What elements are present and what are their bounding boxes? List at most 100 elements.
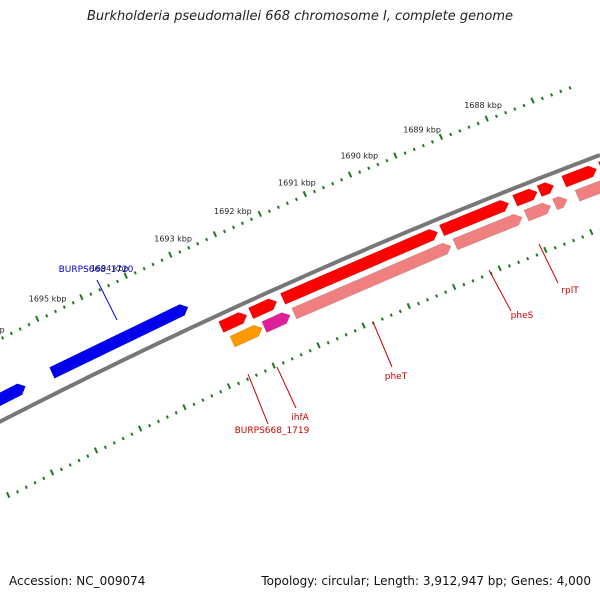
outer-scale-tick (421, 143, 425, 148)
outer-scale-tick (205, 237, 209, 242)
inner-scale-tick (130, 432, 134, 437)
inner-scale-tick (497, 265, 502, 272)
outer-scale-tick (267, 209, 271, 214)
gene-label-leader (372, 321, 393, 368)
outer-scale-tick (522, 103, 526, 108)
inner-scale-tick (93, 447, 99, 454)
inner-scale-tick (271, 362, 276, 369)
outer-scale-tick (240, 221, 245, 226)
outer-scale-tick (151, 262, 155, 267)
gene-label: BURPS668_1720 (59, 265, 134, 275)
outer-scale-tick (285, 201, 289, 206)
outer-scale-tick (18, 327, 22, 331)
inner-scale-tick (5, 491, 11, 499)
inner-scale-tick (353, 329, 357, 333)
inner-scale-tick (526, 256, 530, 261)
gene-arrow-cds-light (574, 180, 600, 202)
inner-scale-tick (219, 389, 223, 394)
outer-scale-tick (249, 217, 254, 222)
inner-scale-tick (480, 275, 484, 279)
inner-scale-tick (68, 463, 72, 467)
outer-scale-tick (71, 301, 75, 305)
gene-arrow-cds-light (452, 213, 523, 251)
gene-label: ihfA (291, 413, 309, 423)
inner-scale-tick (553, 245, 557, 250)
inner-scale-tick (148, 423, 152, 428)
scale-label: 1692 kbp (214, 207, 252, 216)
outer-scale-tick (559, 89, 563, 94)
gene-label: pheS (511, 311, 534, 321)
inner-scale-tick (581, 235, 585, 239)
outer-scale-tick (123, 272, 128, 279)
inner-scale-tick (562, 242, 566, 246)
inner-scale-tick (263, 369, 267, 373)
inner-scale-tick (451, 283, 457, 291)
inner-scale-tick (290, 357, 294, 361)
outer-scale-tick (45, 314, 49, 318)
outer-scale-tick (222, 229, 227, 234)
inner-scale-tick (281, 361, 285, 365)
inner-scale-tick (535, 253, 539, 257)
outer-scale-tick (331, 181, 335, 186)
gene-arrow-cds (561, 165, 598, 188)
gene-label-leader (247, 373, 269, 425)
scale-label: 1690 kbp (340, 152, 378, 161)
backbone-line (0, 153, 600, 424)
outer-scale-tick (449, 132, 453, 137)
outer-scale-tick (98, 288, 102, 292)
scale-label: 1696 kbp (0, 325, 5, 334)
gene-arrow-cds-light (523, 202, 552, 222)
gene-arrow-cds (512, 188, 538, 207)
outer-scale-tick (257, 210, 262, 217)
gene-label-leader (538, 243, 559, 284)
map-title: Burkholderia pseudomallei 668 chromosome… (86, 9, 514, 24)
inner-scale-tick (406, 302, 411, 310)
outer-scale-tick (89, 292, 93, 296)
outer-scale-tick (142, 266, 146, 271)
gene-arrow-blue (0, 383, 26, 407)
gene-arrow-cds (536, 182, 555, 197)
inner-scale-tick (543, 246, 548, 254)
inner-scale-tick (15, 490, 20, 494)
gene-arrow-blue (49, 304, 189, 379)
inner-scale-tick (416, 301, 421, 306)
inner-scale-tick (398, 309, 402, 314)
inner-scale-tick (236, 381, 241, 386)
gene-arrow-cds (438, 199, 510, 237)
outer-scale-tick (504, 110, 508, 115)
inner-scale-tick (59, 467, 63, 472)
inner-scale-tick (112, 441, 116, 445)
inner-scale-tick (517, 260, 521, 265)
inner-scale-tick (103, 445, 107, 450)
outer-scale-tick (196, 241, 200, 246)
outer-scale-tick (412, 147, 416, 152)
inner-scale-tick (42, 476, 46, 481)
outer-scale-tick (35, 315, 40, 323)
inner-scale-tick (182, 404, 187, 411)
inner-scale-tick (254, 373, 258, 377)
outer-scale-tick (430, 140, 435, 144)
outer-scale-tick (403, 151, 407, 155)
inner-scale-tick (201, 398, 205, 402)
inner-scale-tick (471, 279, 475, 283)
inner-scale-tick (210, 394, 214, 398)
outer-scale-tick (358, 170, 362, 174)
accession-text: Accession: NC_009074 (9, 574, 146, 588)
inner-scale-tick (192, 402, 196, 407)
gene-label-leader (488, 269, 512, 312)
outer-scale-tick (212, 230, 218, 238)
gene-label: rplT (561, 286, 579, 296)
outer-scale-tick (302, 190, 308, 198)
gene-arrow-rna (261, 312, 291, 333)
gene-arrow-cds (218, 312, 248, 333)
outer-scale-tick (376, 162, 380, 167)
outer-scale-tick (79, 293, 84, 301)
outer-scale-tick (107, 283, 111, 288)
inner-scale-tick (156, 419, 161, 424)
outer-scale-tick (476, 121, 480, 126)
inner-scale-tick (77, 458, 81, 463)
gene-arrow-cds (280, 228, 439, 305)
inner-scale-tick (121, 436, 125, 441)
outer-scale-tick (458, 129, 462, 133)
outer-scale-tick (540, 96, 544, 101)
